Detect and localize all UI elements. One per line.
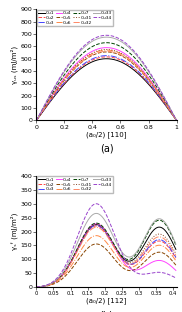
Legend: Cu1, Cu2, Cu3, Cu4, Cu5, Cu6, Cu7, Cu31, Cu32, Cu33, Cu34: Cu1, Cu2, Cu3, Cu4, Cu5, Cu6, Cu7, Cu31,…: [37, 10, 113, 26]
X-axis label: (a₀/2) [112]: (a₀/2) [112]: [86, 298, 127, 304]
Text: (a): (a): [100, 144, 113, 154]
X-axis label: (a₀/2) [110]: (a₀/2) [110]: [86, 131, 127, 138]
Y-axis label: γₛᶠ (mJ/m²): γₛᶠ (mJ/m²): [10, 213, 18, 250]
Legend: Cu1, Cu2, Cu3, Cu4, Cu5, Cu6, Cu7, Cu31, Cu32, Cu33, Cu34: Cu1, Cu2, Cu3, Cu4, Cu5, Cu6, Cu7, Cu31,…: [37, 176, 113, 193]
Text: (b): (b): [100, 310, 113, 312]
Y-axis label: γᵤₛ (mJ/m²): γᵤₛ (mJ/m²): [10, 46, 18, 84]
